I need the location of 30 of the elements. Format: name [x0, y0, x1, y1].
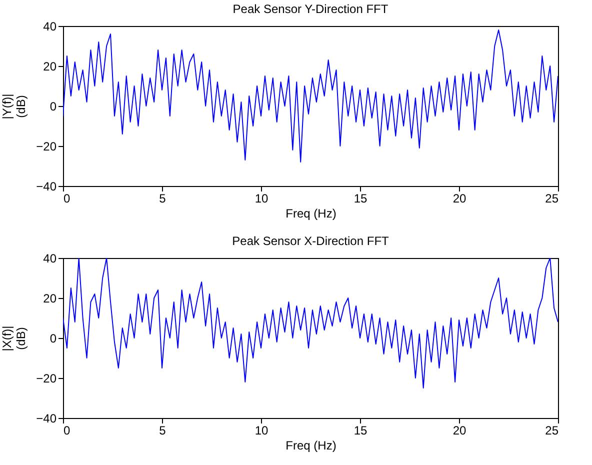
y-tick-label: −20	[36, 372, 57, 386]
chart-title: Peak Sensor Y-Direction FFT	[232, 2, 389, 16]
x-tick-label: 25	[545, 192, 559, 206]
x-tick-label: 10	[254, 424, 268, 438]
y-tick-label: −20	[36, 140, 57, 154]
y-tick-label: −40	[36, 180, 57, 194]
x-axis-title: Freq (Hz)	[286, 438, 336, 452]
x-axis-title: Freq (Hz)	[286, 206, 336, 220]
x-tick-label: 0	[64, 424, 70, 438]
x-tick-label: 25	[545, 424, 559, 438]
y-tick-label: 0	[50, 332, 57, 346]
y-tick-label: 40	[43, 252, 57, 266]
y-axis-title: |Y(f)| (dB)	[0, 94, 28, 120]
x-tick-label: 10	[254, 192, 268, 206]
y-tick-label: 20	[43, 292, 57, 306]
y-tick-label: −40	[36, 412, 57, 426]
y-tick-label: 0	[50, 100, 57, 114]
x-tick-label: 20	[452, 424, 466, 438]
x-tick-label: 15	[354, 424, 368, 438]
y-axis-title: |X(f)| (dB)	[0, 326, 28, 352]
line-series	[63, 258, 558, 388]
x-tick-label: 5	[159, 192, 166, 206]
x-tick-label: 15	[354, 192, 368, 206]
x-tick-label: 0	[64, 192, 70, 206]
x-tick-label: 5	[159, 424, 166, 438]
y-tick-label: 40	[43, 20, 57, 34]
x-tick-label: 20	[452, 192, 466, 206]
chart-title: Peak Sensor X-Direction FFT	[232, 234, 390, 248]
y-tick-label: 20	[43, 60, 57, 74]
line-series	[63, 30, 558, 162]
